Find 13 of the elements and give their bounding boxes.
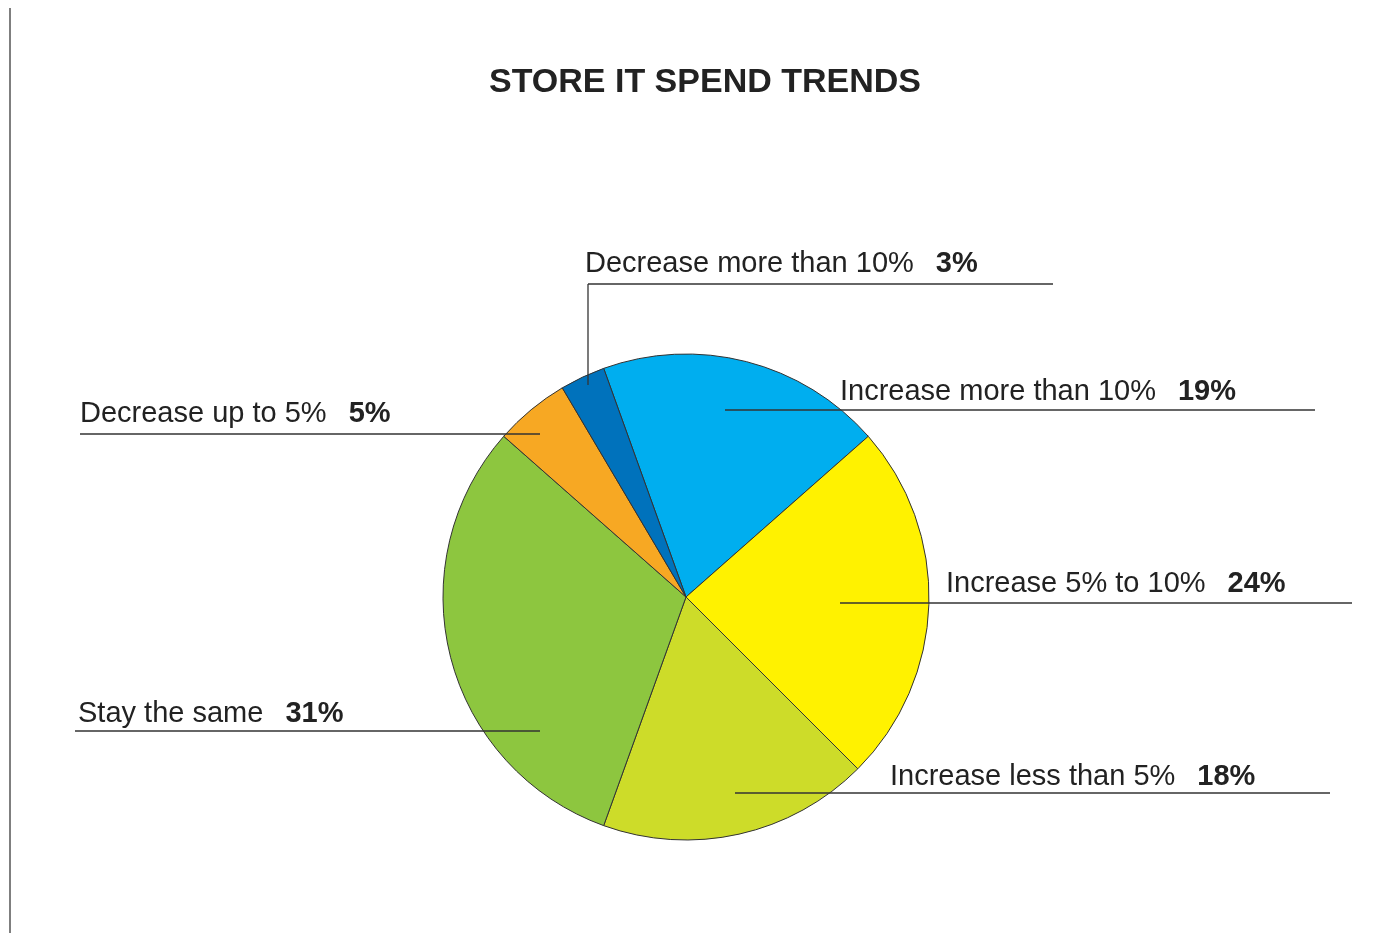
slice-label: Decrease more than 10% (585, 246, 914, 278)
data-label: 5% (348, 396, 391, 428)
data-label: 24% (1227, 566, 1286, 598)
data-label: 31% (285, 696, 344, 728)
data-label: 18% (1197, 759, 1256, 791)
slice-label: Stay the same (78, 696, 264, 728)
slice-label: Decrease up to 5% (80, 396, 327, 428)
data-label: 3% (935, 246, 978, 278)
chart-title: STORE IT SPEND TRENDS (489, 61, 921, 99)
slice-label: Increase less than 5% (890, 759, 1176, 791)
slice-label: Increase more than 10% (840, 374, 1156, 406)
data-label: 19% (1177, 374, 1237, 406)
slice-label: Increase 5% to 10% (946, 566, 1206, 598)
